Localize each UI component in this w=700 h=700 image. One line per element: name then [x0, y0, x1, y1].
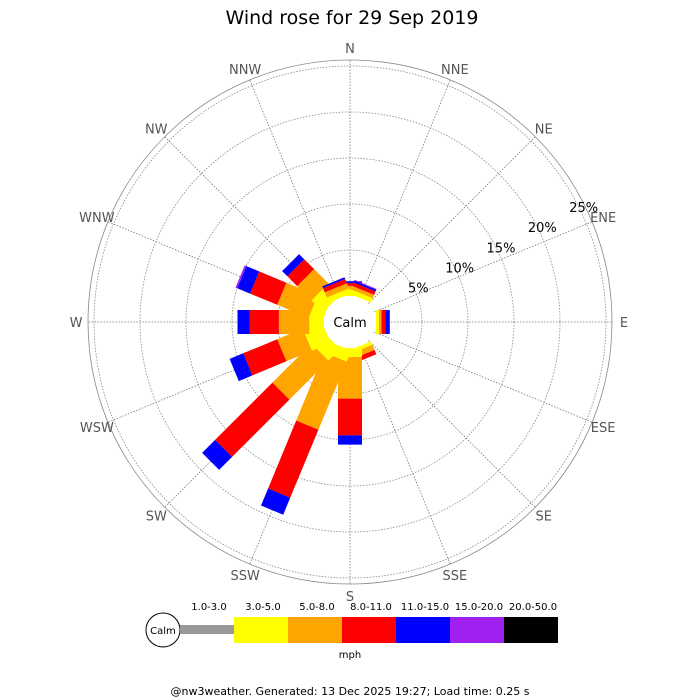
legend-swatch-6	[504, 617, 558, 643]
bar-sw-band-3	[215, 382, 290, 457]
bar-w-band-2	[278, 310, 310, 334]
bar-ssw-band-2	[296, 352, 347, 430]
legend-label-1: 3.0-5.0	[245, 602, 280, 613]
spoke-sse	[359, 345, 451, 565]
legend-swatch-4	[396, 617, 450, 643]
bar-nne-band-2	[350, 285, 375, 299]
bar-nnw-band-2	[324, 283, 349, 298]
bar-wsw-band-3	[243, 339, 287, 376]
direction-label-sse: SSE	[442, 569, 467, 584]
legend-swatch-3	[342, 617, 396, 643]
speed-legend: Calm 1.0-3.0 3.0-5.0 5.0-8.0 8.0-11.0 11.0-1…	[145, 602, 558, 661]
bar-sw-band-4	[202, 439, 233, 470]
footer-text: @nw3weather. Generated: 13 Dec 2025 19:2…	[171, 685, 530, 698]
bar-wsw-band-4	[229, 353, 253, 382]
bar-e-band-4	[385, 310, 390, 334]
direction-label-w: W	[70, 316, 83, 331]
direction-label-ene: ENE	[590, 211, 616, 226]
legend-swatch-5	[450, 617, 504, 643]
bar-e-band-3	[381, 310, 386, 334]
legend-label-3: 8.0-11.0	[350, 602, 392, 613]
legend-label-5: 15.0-20.0	[455, 602, 503, 613]
direction-labels: N NNE NE ENE E ESE SE SSE S SSW SW WSW W WNW NW NNW	[70, 42, 629, 605]
bar-e-band-2	[378, 310, 382, 334]
chart-title: Wind rose for 29 Sep 2019	[225, 7, 478, 29]
bar-w-band-3	[249, 310, 279, 334]
rose-bars	[202, 254, 390, 515]
direction-label-nne: NNE	[441, 63, 469, 78]
direction-label-se: SE	[536, 510, 552, 525]
ring-labels: 5% 10% 15% 20% 25%	[408, 201, 598, 297]
direction-label-nnw: NNW	[229, 63, 261, 78]
bar-s-band-4	[338, 435, 362, 445]
bar-nnw-band-3	[323, 278, 347, 293]
ring-label-20: 20%	[528, 221, 557, 236]
direction-label-ese: ESE	[591, 421, 616, 436]
spoke-se	[368, 340, 536, 508]
direction-label-s: S	[346, 590, 354, 605]
direction-label-wsw: WSW	[80, 421, 114, 436]
ring-label-5: 5%	[408, 282, 429, 297]
bar-nnw-band-1	[326, 288, 352, 303]
direction-label-ssw: SSW	[230, 569, 260, 584]
ring-label-10: 10%	[445, 262, 474, 277]
ring-label-15: 15%	[487, 241, 516, 256]
bar-nw-band-3	[287, 259, 315, 287]
bar-nw-band-4	[282, 254, 305, 277]
direction-label-e: E	[620, 316, 628, 331]
legend-label-6: 20.0-50.0	[509, 602, 557, 613]
bar-nne-band-1	[348, 289, 373, 303]
spoke-ese	[373, 331, 593, 423]
legend-label-4: 11.0-15.0	[401, 602, 449, 613]
calm-circle	[324, 296, 376, 348]
grid-ring-outer	[87, 59, 613, 585]
legend-label-0: 1.0-3.0	[191, 602, 226, 613]
bar-nne-band-3	[352, 282, 376, 295]
direction-label-sw: SW	[146, 510, 167, 525]
bar-nne-band-5	[354, 279, 377, 290]
legend-unit-label: mph	[339, 650, 361, 661]
legend-swatch-2	[288, 617, 342, 643]
grid-ring-10	[231, 203, 469, 441]
bar-nnw-band-4	[322, 277, 346, 289]
bar-ssw-band-4	[261, 488, 291, 515]
bar-wnw-band-5	[235, 265, 247, 289]
bar-nne-band-4	[353, 280, 377, 292]
bar-w-band-4	[237, 310, 250, 334]
direction-label-n: N	[345, 42, 355, 57]
bar-s-band-3	[338, 398, 362, 436]
bar-ssw-band-3	[268, 420, 319, 498]
spoke-ene	[373, 221, 593, 313]
bar-wsw-band-2	[277, 328, 312, 362]
bar-wnw-band-3	[250, 271, 287, 305]
bar-wnw-band-4	[237, 266, 260, 294]
legend-label-2: 5.0-8.0	[299, 602, 334, 613]
grid-ring-25	[93, 65, 607, 579]
bar-nw-band-2	[297, 269, 329, 301]
calm-label: Calm	[333, 316, 366, 331]
spoke-nnw	[249, 79, 341, 299]
legend-calm-label: Calm	[150, 626, 176, 637]
bar-e-band-1	[376, 310, 379, 334]
direction-label-nw: NW	[145, 122, 168, 137]
spoke-ne	[368, 136, 536, 304]
direction-label-wnw: WNW	[79, 211, 115, 226]
spoke-nne	[359, 79, 451, 299]
ring-label-25: 25%	[569, 201, 598, 216]
legend-swatch-1	[234, 617, 288, 643]
legend-swatch-0	[180, 625, 234, 634]
bar-sw-band-2	[272, 343, 329, 400]
direction-label-ne: NE	[535, 122, 553, 137]
